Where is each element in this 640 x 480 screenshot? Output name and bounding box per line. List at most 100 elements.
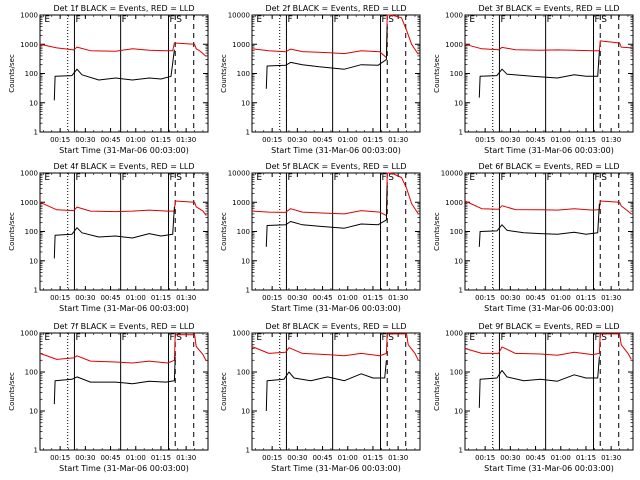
- marker-label: F: [287, 173, 292, 183]
- x-tick-label: 00:30: [75, 294, 95, 302]
- panel-title: Det 3f BLACK = Events, RED = LLD: [478, 4, 619, 13]
- events-series-black: [478, 203, 600, 247]
- y-axis-label: Counts/sec: [8, 212, 16, 251]
- marker-label: S: [601, 173, 607, 183]
- plot-frame: [464, 332, 634, 451]
- y-tick-label: 1000: [20, 330, 38, 338]
- y-tick-label: 1: [459, 447, 463, 455]
- y-tick-label: 1000: [20, 199, 38, 207]
- y-axis-label: Counts/sec: [433, 372, 441, 411]
- detector-panel-1: Det 1f BLACK = Events, RED = LLD Counts/s…: [8, 4, 209, 155]
- x-tick-label: 00:45: [100, 136, 120, 144]
- marker-label: F: [122, 15, 127, 25]
- events-series-black: [478, 356, 600, 408]
- detector-panel-5: Det 5f BLACK = Events, RED = LLD Counts/s…: [220, 162, 421, 313]
- x-tick-label: 00:15: [262, 136, 282, 144]
- x-tick-label: 01:00: [551, 136, 571, 144]
- x-tick-label: 00:15: [50, 454, 70, 462]
- x-axis-label: Start Time (31-Mar-06 00:03:00): [59, 146, 189, 155]
- lld-series-red: [39, 334, 207, 364]
- x-axis-label: Start Time (31-Mar-06 00:03:00): [271, 464, 401, 473]
- marker-label: F: [334, 333, 339, 343]
- x-tick-label: 01:15: [151, 454, 171, 462]
- x-axis-label: Start Time (31-Mar-06 00:03:00): [484, 464, 614, 473]
- panel-title: Det 7f BLACK = Events, RED = LLD: [53, 322, 194, 331]
- y-tick-label: 100: [25, 369, 38, 377]
- x-tick-label: 01:30: [388, 454, 408, 462]
- x-tick-label: 00:45: [525, 454, 545, 462]
- x-tick-label: 01:00: [126, 294, 146, 302]
- marker-label: F: [122, 333, 127, 343]
- lld-series-red: [464, 200, 632, 215]
- y-tick-label: 1: [34, 287, 38, 295]
- marker-label: F: [382, 15, 387, 25]
- marker-label: F: [334, 15, 339, 25]
- panel-title: Det 2f BLACK = Events, RED = LLD: [265, 4, 406, 13]
- marker-label: E: [44, 173, 50, 183]
- x-axis-label: Start Time (31-Mar-06 00:03:00): [59, 304, 189, 313]
- y-tick-label: 1: [246, 287, 250, 295]
- x-axis-label: Start Time (31-Mar-06 00:03:00): [484, 146, 614, 155]
- y-axis-label: Counts/sec: [8, 372, 16, 411]
- marker-label: E: [44, 333, 50, 343]
- plot-frame: [39, 332, 209, 451]
- x-tick-label: 01:15: [363, 136, 383, 144]
- x-tick-label: 00:15: [50, 294, 70, 302]
- marker-label: S: [176, 15, 182, 25]
- y-tick-label: 100: [450, 228, 463, 236]
- y-tick-label: 100: [237, 70, 250, 78]
- marker-label: S: [388, 15, 394, 25]
- y-tick-label: 100: [237, 369, 250, 377]
- y-tick-label: 10: [241, 99, 250, 107]
- x-tick-label: 00:45: [100, 294, 120, 302]
- x-tick-label: 01:30: [388, 136, 408, 144]
- y-tick-label: 1: [246, 129, 250, 137]
- marker-label: F: [75, 333, 80, 343]
- y-axis-label: Counts/sec: [220, 54, 228, 93]
- x-tick-label: 01:15: [363, 294, 383, 302]
- marker-label: F: [382, 173, 387, 183]
- events-series-black: [53, 206, 175, 259]
- x-tick-label: 01:15: [576, 136, 596, 144]
- marker-label: F: [382, 333, 387, 343]
- panel-title: Det 9f BLACK = Events, RED = LLD: [478, 322, 619, 331]
- x-tick-label: 00:45: [312, 454, 332, 462]
- marker-label: E: [256, 15, 262, 25]
- marker-label: S: [176, 173, 182, 183]
- y-tick-label: 1: [34, 447, 38, 455]
- events-series-black: [265, 26, 388, 89]
- x-tick-label: 01:15: [151, 136, 171, 144]
- y-axis-label: Counts/sec: [433, 54, 441, 93]
- x-axis-label: Start Time (31-Mar-06 00:03:00): [271, 304, 401, 313]
- y-tick-label: 10: [29, 408, 38, 416]
- x-tick-label: 01:00: [551, 294, 571, 302]
- y-axis-label: Counts/sec: [220, 212, 228, 251]
- y-tick-label: 10: [454, 99, 463, 107]
- x-tick-label: 01:15: [363, 454, 383, 462]
- x-axis-label: Start Time (31-Mar-06 00:03:00): [271, 146, 401, 155]
- x-tick-label: 00:15: [262, 454, 282, 462]
- plot-frame: [39, 14, 209, 133]
- x-tick-label: 00:15: [262, 294, 282, 302]
- y-tick-label: 1: [459, 287, 463, 295]
- y-tick-label: 100: [450, 70, 463, 78]
- y-tick-label: 1: [459, 129, 463, 137]
- marker-label: E: [44, 15, 50, 25]
- x-tick-label: 01:00: [338, 454, 358, 462]
- x-tick-label: 00:45: [525, 136, 545, 144]
- x-tick-label: 01:00: [338, 136, 358, 144]
- plot-frame: [251, 172, 421, 291]
- y-tick-label: 1000: [232, 41, 250, 49]
- detector-panel-8: Det 8f BLACK = Events, RED = LLD Counts/s…: [220, 322, 421, 473]
- x-tick-label: 01:00: [338, 294, 358, 302]
- marker-label: F: [595, 333, 600, 343]
- events-series-black: [53, 356, 176, 405]
- marker-label: F: [122, 173, 127, 183]
- x-tick-label: 01:15: [576, 454, 596, 462]
- y-tick-label: 1000: [20, 170, 38, 178]
- lld-series-red: [251, 14, 419, 59]
- x-axis-label: Start Time (31-Mar-06 00:03:00): [484, 304, 614, 313]
- events-series-black: [478, 50, 600, 98]
- x-tick-label: 00:15: [475, 294, 495, 302]
